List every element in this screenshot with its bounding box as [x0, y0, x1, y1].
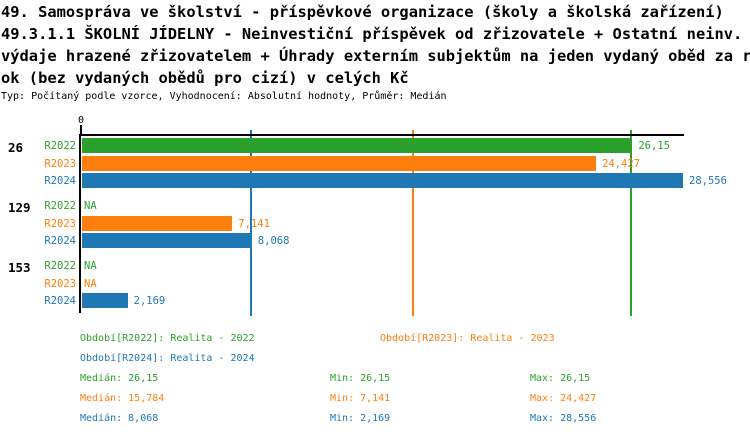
series-label: R2022	[44, 140, 76, 152]
stat-median-r2024: Medián: 8,068	[80, 413, 159, 424]
median-line-r2022	[630, 130, 633, 316]
zero-tick	[80, 125, 82, 134]
bar-value-label: 24,427	[602, 157, 641, 170]
bar	[82, 233, 252, 248]
bar-value-label: 26,15	[638, 140, 670, 152]
bar	[82, 215, 233, 231]
series-label: R2022	[44, 260, 76, 272]
series-label: R2023	[44, 277, 76, 290]
series-label: R2023	[44, 157, 76, 170]
stat-min-r2022: Min: 26,15	[330, 373, 391, 384]
title-line-3: výdaje hrazené zřizovatelem + Úhrady ext…	[1, 47, 750, 65]
median-line-r2023	[412, 130, 415, 316]
zero-tick-label: 0	[77, 115, 85, 126]
series-label: R2024	[44, 235, 76, 247]
na-label: NA	[84, 277, 97, 290]
bar	[82, 138, 633, 153]
x-axis-line	[79, 134, 684, 136]
stat-median-r2023: Medián: 15,784	[80, 393, 165, 404]
y-axis-line	[79, 134, 81, 313]
stat-max-r2023: Max: 24,427	[530, 393, 597, 404]
bar-value-label: 8,068	[257, 235, 290, 247]
stat-median-r2022: Medián: 26,15	[80, 373, 159, 384]
legend-period-r2024: Období[R2024]: Realita - 2024	[80, 353, 255, 364]
stat-max-r2022: Max: 26,15	[530, 373, 591, 384]
group-label: 129	[8, 200, 31, 215]
report-meta-line: Typ: Počítaný podle vzorce, Vyhodnocení:…	[1, 91, 447, 102]
bar-value-label: 28,556	[689, 175, 727, 187]
na-label: NA	[84, 200, 97, 212]
na-label: NA	[84, 260, 97, 272]
series-label: R2024	[44, 175, 76, 187]
series-label: R2022	[44, 200, 76, 212]
bar	[82, 155, 597, 171]
title-line-1: 49. Samospráva ve školství - příspěvkové…	[1, 3, 724, 21]
median-line-r2024	[249, 130, 252, 316]
title-line-4: ok (bez vydaných obědů pro cizí) v celýc…	[1, 69, 409, 87]
bar	[82, 173, 683, 188]
series-label: R2024	[44, 295, 76, 307]
legend-period-r2023: Období[R2023]: Realita - 2023	[380, 333, 555, 344]
stat-max-r2024: Max: 28,556	[530, 413, 597, 424]
bar-value-label: 2,169	[133, 295, 166, 307]
stat-min-r2023: Min: 7,141	[330, 393, 391, 404]
bar-value-label: 7,141	[238, 217, 270, 230]
stat-min-r2024: Min: 2,169	[330, 413, 391, 424]
series-label: R2023	[44, 217, 76, 230]
bar	[82, 293, 128, 308]
group-label: 26	[8, 140, 24, 155]
title-line-2: 49.3.1.1 ŠKOLNÍ JÍDELNY - Neinvestiční p…	[1, 25, 743, 43]
legend-period-r2022: Období[R2022]: Realita - 2022	[80, 333, 255, 344]
group-label: 153	[8, 260, 31, 275]
